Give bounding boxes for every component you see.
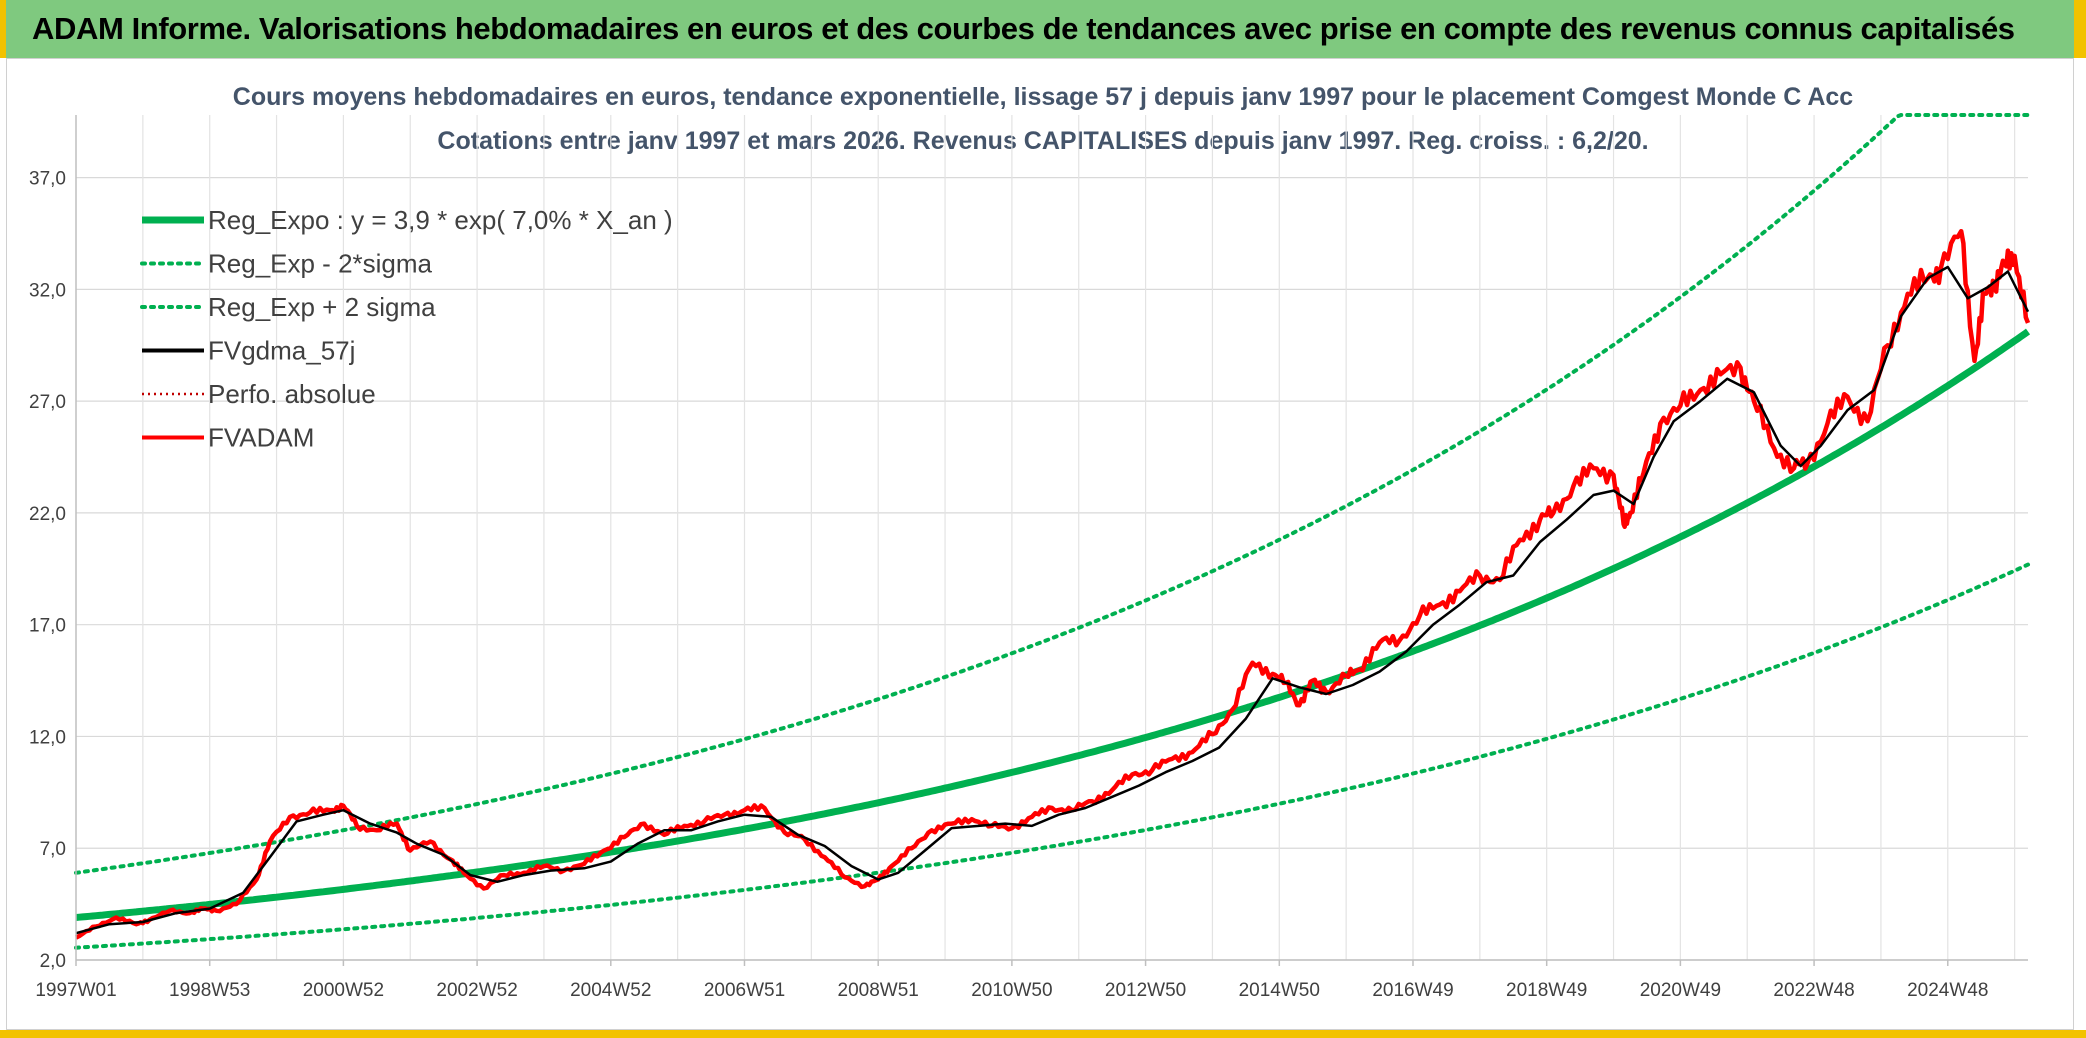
report-banner: ADAM Informe. Valorisations hebdomadaire… — [6, 0, 2074, 58]
x-tick-label: 1997W01 — [35, 980, 116, 1001]
legend-label: FVgdma_57j — [208, 336, 355, 366]
legend-label: FVADAM — [208, 423, 314, 453]
x-tick-label: 2024W48 — [1907, 980, 1988, 1001]
x-tick-label: 2018W49 — [1506, 980, 1587, 1001]
x-tick-label: 1998W53 — [169, 980, 250, 1001]
bottom-accent-strip — [0, 1030, 2086, 1038]
legend-label: Reg_Expo : y = 3,9 * exp( 7,0% * X_an ) — [208, 205, 673, 235]
chart-subtitle: Cotations entre janv 1997 et mars 2026. … — [437, 127, 1649, 155]
legend-entry: Perfo. absolue — [142, 379, 376, 409]
legend-label: Reg_Exp + 2 sigma — [208, 292, 436, 322]
x-tick-label: 2022W48 — [1773, 980, 1854, 1001]
axes: 2,0 7,0 12,0 17,0 22,0 27,0 32,0 37,0 1997W01 199… — [29, 115, 2028, 1001]
series-fvgdma-57j — [75, 265, 2030, 935]
legend-entry: Reg_Exp + 2 sigma — [140, 292, 436, 322]
series-fvadam — [75, 228, 2031, 940]
chart-frame — [6, 58, 2074, 1030]
y-tick-label: 37,0 — [29, 169, 66, 190]
chart-title: Cours moyens hebdomadaires en euros, ten… — [232, 83, 1854, 111]
legend-entry: FVgdma_57j — [142, 336, 355, 366]
y-tick-label: 32,0 — [29, 280, 66, 301]
series-reg-expo — [75, 328, 2031, 921]
x-tick-label: 2010W50 — [971, 980, 1052, 1001]
series-reg-exp-plus-2sigma — [74, 113, 2030, 875]
x-tick-label: 2016W49 — [1372, 980, 1453, 1001]
legend-label: Perfo. absolue — [208, 379, 376, 409]
y-tick-label: 17,0 — [29, 616, 66, 637]
x-tick-label: 2008W51 — [838, 980, 919, 1001]
series-area — [74, 113, 2031, 950]
legend-entry: FVADAM — [142, 423, 314, 453]
y-tick-label: 22,0 — [29, 504, 66, 525]
x-tick-label: 2000W52 — [303, 980, 384, 1001]
series-reg-exp-minus-2sigma — [74, 562, 2030, 950]
x-tick-label: 2020W49 — [1640, 980, 1721, 1001]
x-tick-label: 2004W52 — [570, 980, 651, 1001]
legend-label: Reg_Exp - 2*sigma — [208, 249, 433, 279]
x-tick-label: 2012W50 — [1105, 980, 1186, 1001]
y-tick-label: 7,0 — [40, 839, 66, 860]
y-tick-label: 2,0 — [40, 951, 66, 972]
x-tick-label: 2002W52 — [436, 980, 517, 1001]
legend-entry: Reg_Expo : y = 3,9 * exp( 7,0% * X_an ) — [142, 205, 673, 235]
legend: Reg_Expo : y = 3,9 * exp( 7,0% * X_an ) R… — [140, 205, 673, 453]
y-tick-label: 12,0 — [29, 727, 66, 748]
y-tick-label: 27,0 — [29, 392, 66, 413]
x-tick-label: 2006W51 — [704, 980, 785, 1001]
x-tick-label: 2014W50 — [1239, 980, 1320, 1001]
grid — [76, 115, 2028, 961]
legend-entry: Reg_Exp - 2*sigma — [140, 249, 433, 279]
report-title: ADAM Informe. Valorisations hebdomadaire… — [32, 11, 2015, 46]
